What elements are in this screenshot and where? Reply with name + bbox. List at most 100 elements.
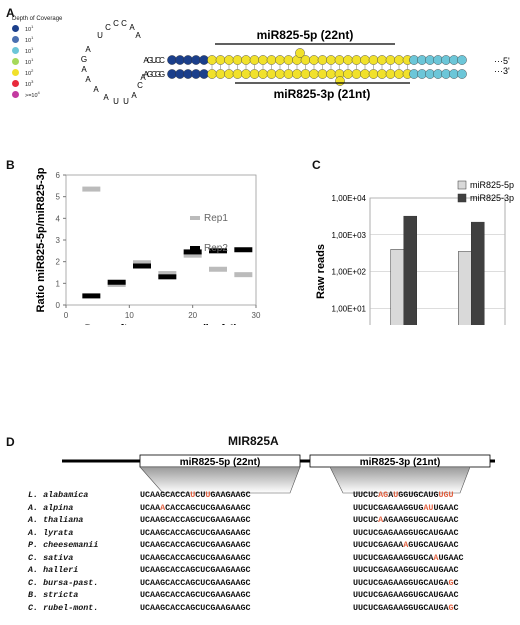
marker-rep2 <box>82 293 101 299</box>
alignment-row: A. lyrata UCAAGCACCAGCUCGAAGAAGC UUCUCGAGA… <box>28 528 508 539</box>
loop-nt: A <box>81 65 87 74</box>
nucleotide-dot <box>249 55 260 65</box>
legend-dot-4 <box>12 69 19 76</box>
nucleotide-dot <box>258 69 268 79</box>
nucleotide-dot <box>360 69 370 79</box>
loop-nt: C <box>121 19 127 28</box>
seq-5p: UCAAGCACCAGCUCGAAGAAGC <box>140 540 251 550</box>
nucleotide-dot <box>351 55 362 65</box>
seq-5p: UCAAGCACCAGCUCGAAGAAGC <box>140 565 251 575</box>
species-name: C. rubel-mont. <box>28 602 99 613</box>
marker-rep2 <box>107 279 126 285</box>
marker-rep1 <box>234 272 253 278</box>
seq-3p: UUCUCGAGAAAGUGCAUGAAC <box>353 540 459 550</box>
stem-nt: A <box>143 70 149 79</box>
panel-d-label: D <box>6 435 15 449</box>
nucleotide-dot <box>394 69 404 79</box>
stem-nt: C <box>151 70 157 79</box>
seq-3p: UUCUCGAGAAGGUGCAUGAGC <box>353 577 459 588</box>
nucleotide-dot <box>292 69 302 79</box>
legend-label-rep1: Rep1 <box>204 213 228 224</box>
seq-5p: UCAAGCACCAGCUCGAAGAAGC <box>140 552 251 563</box>
marker-rep1 <box>183 252 202 258</box>
bar-mir825-3p-rep2 <box>471 221 485 325</box>
mir825a-title: MIR825A <box>228 434 279 448</box>
seq-3p: UUCUCGAGAAGGUGCAUGAAC <box>353 527 459 538</box>
legend-dot-1 <box>12 36 19 43</box>
stem-nt: G <box>155 70 161 79</box>
nucleotide-dot <box>377 69 387 79</box>
y-tick-label: 1,00E+03 <box>332 231 367 240</box>
seq-5p: UCAAGCACCAGCUCGAAGAAGC <box>140 527 251 538</box>
loop-nt: A <box>140 73 146 82</box>
marker-rep1 <box>209 266 227 272</box>
marker-rep1 <box>133 260 151 266</box>
nucleotide-dot <box>283 69 294 79</box>
nucleotide-dot <box>385 69 396 79</box>
species-name: A. thaliana <box>28 515 84 525</box>
seq-3p: UUCUCGAGAAGGUGAUUGAAC <box>353 502 459 513</box>
nucleotide-dot <box>275 55 285 65</box>
loop-nt: U <box>97 31 103 40</box>
y-tick-label: 1,00E+02 <box>332 268 367 277</box>
panel-c-label: C <box>312 158 321 172</box>
bar-mir825-3p-rep1 <box>403 215 417 325</box>
end-3p-label: ···3' <box>494 66 510 76</box>
plot-frame <box>369 197 506 325</box>
x-axis-label: Days after emergence (leaf 4) <box>85 323 238 325</box>
nucleotide-dot <box>207 69 217 79</box>
legend-label-1: 101 <box>25 35 34 44</box>
nucleotide-dot <box>207 55 217 65</box>
nucleotide-dot <box>215 55 226 65</box>
legend-dot-3 <box>12 58 19 65</box>
nucleotide-dot <box>266 69 277 79</box>
stem-nt: U <box>151 56 157 65</box>
loop-nt: C <box>113 19 119 28</box>
seq-3p: UUCUCGAGAAGGUGCAUGAGC <box>353 602 459 613</box>
seq-5p: UCAAGCACCAGCUCGAAGAAGC <box>140 590 251 600</box>
nucleotide-dot <box>241 69 251 79</box>
nucleotide-dot <box>232 55 243 65</box>
y-tick-label: 0 <box>56 301 61 310</box>
loop-nt: A <box>85 45 91 54</box>
legend-label-4: 102 <box>25 68 34 77</box>
species-name: P. cheesemanii <box>28 540 99 550</box>
legend-label-2: 101 <box>25 46 34 55</box>
legend-swatch-rep1 <box>190 216 200 220</box>
funnel-5p <box>139 466 301 494</box>
nucleotide-dot <box>394 55 404 65</box>
plot-frame <box>65 174 257 306</box>
species-name: A. alpina <box>28 502 74 513</box>
nucleotide-dot <box>215 69 226 79</box>
nucleotide-dot <box>368 69 379 79</box>
marker-rep2 <box>234 247 253 253</box>
nucleotide-dot <box>457 55 467 65</box>
alignment-row: C. bursa-past. UCAAGCACCAGCUCGAAGAAGC UUCU… <box>28 578 508 589</box>
x-tick-label: 20 <box>188 311 197 320</box>
bracket-3p-label: miR825-3p (21nt) <box>274 87 371 101</box>
nucleotide-dot <box>326 69 336 79</box>
bar-mir825-5p-rep2 <box>458 251 472 325</box>
species-name: C. sativa <box>28 552 74 563</box>
nucleotide-dot <box>457 69 467 79</box>
legend-label-3: 101 <box>25 57 34 66</box>
y-tick-label: 1,00E+01 <box>332 304 367 313</box>
nucleotide-dot <box>249 69 260 79</box>
loop-nt: C <box>137 81 143 90</box>
legend-label-5: 103 <box>25 79 34 88</box>
stem-nt: G <box>147 56 153 65</box>
y-axis-label: Ratio miR825-5p/miR825-3p <box>35 167 47 312</box>
nucleotide-dot <box>232 69 243 79</box>
end-5p-label: ···5' <box>494 56 510 66</box>
legend-label-6: >=104 <box>25 90 40 99</box>
legend-label-mir825-3p: miR825-3p <box>470 193 514 203</box>
nucleotide-dot <box>309 55 319 65</box>
y-tick-label: 5 <box>56 193 61 202</box>
nucleotide-dot <box>326 55 336 65</box>
nucleotide-dot <box>334 55 345 65</box>
nucleotide-dot <box>343 55 353 65</box>
alignment-row: A. thaliana UCAAGCACCAGCUCGAAGAAGC UUCUCAA… <box>28 515 508 526</box>
alignment-row: A. halleri UCAAGCACCAGCUCGAAGAAGC UUCUCGAG… <box>28 565 508 576</box>
nucleotide-dot <box>385 55 396 65</box>
funnel-3p <box>329 466 471 494</box>
